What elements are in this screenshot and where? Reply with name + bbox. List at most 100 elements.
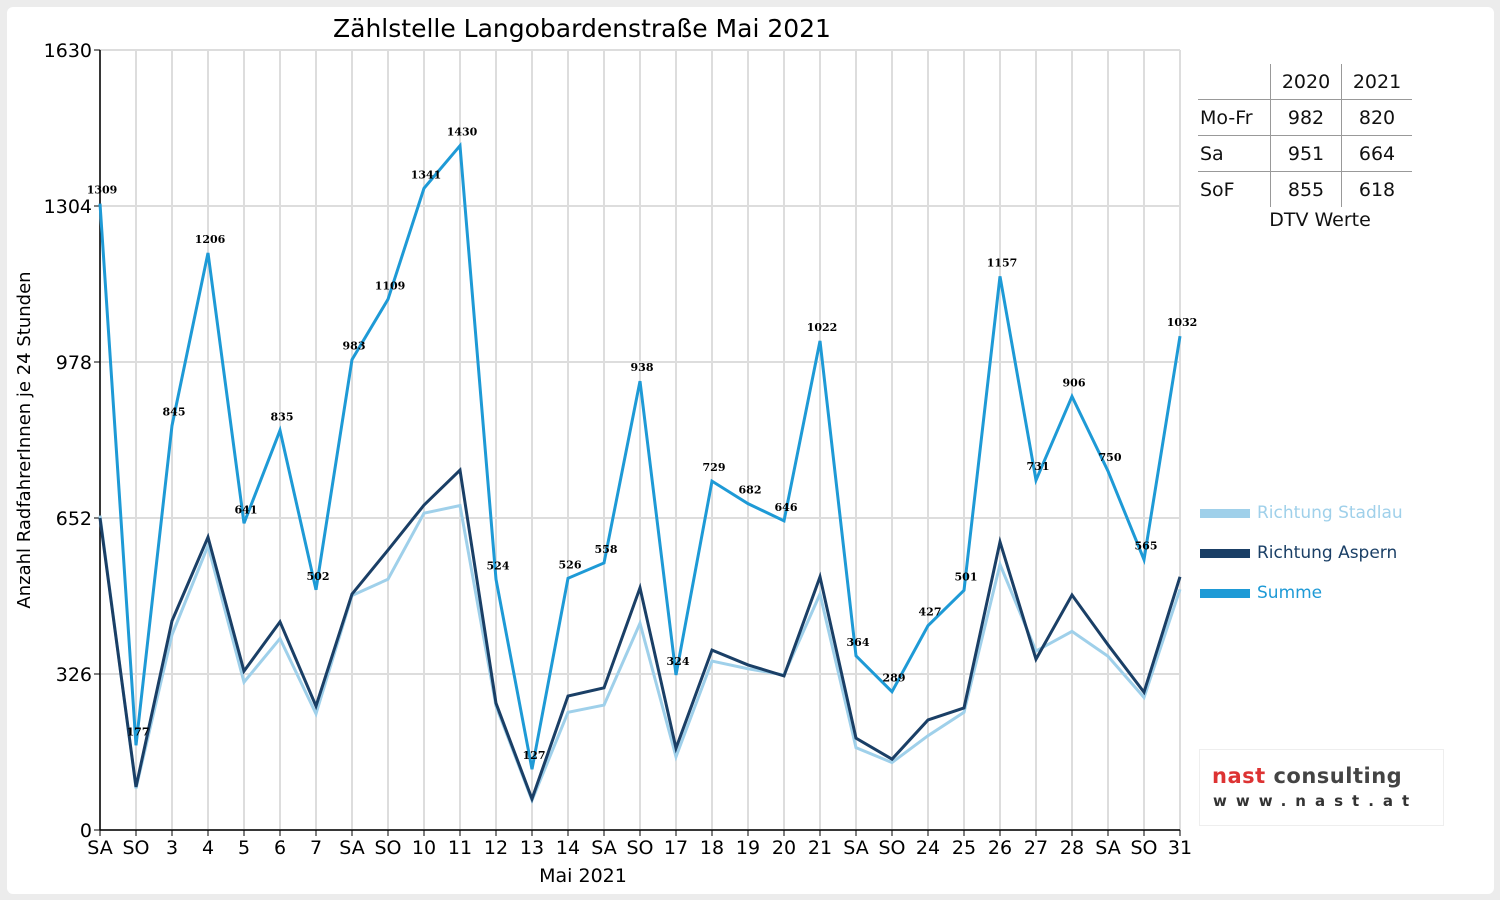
data-label: 641 (235, 503, 258, 516)
y-tick-label: 652 (56, 508, 92, 530)
cell: 951 (1270, 135, 1342, 172)
data-label: 501 (955, 570, 978, 583)
cell: 664 (1341, 135, 1412, 172)
data-label: 1157 (987, 256, 1018, 269)
dtv-table: 2020 2021 Mo-Fr 982 820 Sa 951 664 SoF 855 618 … (1198, 64, 1412, 231)
data-label: 524 (487, 559, 510, 572)
legend-item-summe: Summe (1200, 573, 1403, 613)
y-tick-label: 1304 (44, 196, 92, 218)
data-label: 938 (631, 361, 654, 374)
data-label: 682 (739, 484, 762, 497)
x-tick-label: 27 (1024, 837, 1048, 859)
x-tick-label: 28 (1060, 837, 1084, 859)
x-tick-label: SA (87, 837, 112, 859)
x-tick-label: 14 (556, 837, 580, 859)
legend-swatch (1200, 548, 1250, 558)
x-tick-label: 12 (484, 837, 508, 859)
x-tick-label: SO (374, 837, 401, 859)
table-row: SoF 855 618 (1198, 171, 1412, 207)
data-label: 1341 (411, 168, 442, 181)
data-label: 731 (1027, 460, 1050, 473)
table-row: Sa 951 664 (1198, 135, 1412, 172)
x-tick-label: 17 (664, 837, 688, 859)
cell: 618 (1341, 171, 1412, 207)
x-tick-label: 3 (166, 837, 178, 859)
x-tick-label: 7 (310, 837, 322, 859)
x-tick-label: 31 (1168, 837, 1192, 859)
nast-consulting-logo: nast consulting www.nast.at (1200, 750, 1443, 825)
logo-text: nast (1212, 764, 1266, 788)
y-axis-label: Anzahl RadfahrerInnen je 24 Stunden (14, 271, 35, 608)
data-label: 1206 (195, 233, 226, 246)
x-tick-label: 6 (274, 837, 286, 859)
data-label: 750 (1099, 451, 1122, 464)
chart-title: Zählstelle Langobardenstraße Mai 2021 (333, 14, 831, 43)
data-label: 646 (775, 501, 798, 514)
y-tick-label: 0 (80, 820, 92, 842)
data-label: 324 (667, 655, 690, 668)
data-label: 1309 (87, 184, 118, 197)
x-axis-label: Mai 2021 (539, 865, 627, 887)
header-2021: 2021 (1341, 64, 1412, 100)
x-tick-label: SA (339, 837, 364, 859)
x-tick-label: 10 (412, 837, 436, 859)
legend-label: Summe (1257, 583, 1323, 603)
y-tick-label: 978 (56, 352, 92, 374)
data-label: 1022 (807, 321, 838, 334)
y-tick-label: 1630 (44, 40, 92, 62)
logo-text: consulting (1265, 764, 1403, 788)
data-label: 502 (307, 570, 330, 583)
legend-swatch (1200, 588, 1250, 598)
row-label: SoF (1200, 178, 1235, 201)
data-label: 177 (127, 725, 150, 738)
x-tick-label: 19 (736, 837, 760, 859)
data-label: 845 (163, 406, 186, 419)
x-tick-label: 5 (238, 837, 250, 859)
x-tick-label: 18 (700, 837, 724, 859)
series-line-richtung-stadlau (98, 503, 1182, 805)
x-tick-label: 11 (448, 837, 472, 859)
y-tick-label: 326 (56, 664, 92, 686)
x-tick-label: SO (122, 837, 149, 859)
legend-item-stadlau: Richtung Stadlau (1200, 493, 1403, 533)
x-tick-label: 20 (772, 837, 796, 859)
data-label: 1109 (375, 279, 406, 292)
cell: 820 (1341, 99, 1412, 136)
data-label: 127 (523, 749, 546, 762)
x-tick-label: SO (878, 837, 905, 859)
legend-item-aspern: Richtung Aspern (1200, 533, 1403, 573)
x-tick-label: SO (1130, 837, 1157, 859)
legend-swatch (1200, 508, 1250, 518)
header-2020: 2020 (1270, 64, 1342, 100)
data-label: 1430 (447, 126, 478, 139)
x-tick-label: 24 (916, 837, 940, 859)
x-tick-label: 26 (988, 837, 1012, 859)
data-label: 835 (271, 410, 294, 423)
data-label: 364 (847, 636, 870, 649)
x-tick-label: SA (591, 837, 616, 859)
row-label: Sa (1198, 135, 1271, 172)
data-label: 983 (343, 340, 366, 353)
data-label: 526 (559, 558, 582, 571)
series-line-richtung-aspern (98, 467, 1182, 804)
cell: 982 (1270, 99, 1342, 136)
legend-label: Richtung Stadlau (1257, 503, 1403, 523)
x-tick-label: SA (1095, 837, 1120, 859)
data-label: 906 (1063, 376, 1086, 389)
x-tick-label: 13 (520, 837, 544, 859)
legend-label: Richtung Aspern (1257, 543, 1398, 563)
data-label: 558 (595, 543, 618, 556)
row-label: Mo-Fr (1198, 99, 1271, 136)
cell: 855 (1270, 171, 1342, 207)
x-tick-label: 4 (202, 837, 214, 859)
logo-url: www.nast.at (1213, 792, 1419, 810)
series-line-summe (98, 141, 1182, 770)
x-tick-label: SO (626, 837, 653, 859)
data-label: 565 (1135, 540, 1158, 553)
x-tick-label: SA (843, 837, 868, 859)
table-row: Mo-Fr 982 820 (1198, 99, 1412, 136)
dtv-caption: DTV Werte (1269, 209, 1371, 231)
data-label: 427 (919, 606, 942, 619)
